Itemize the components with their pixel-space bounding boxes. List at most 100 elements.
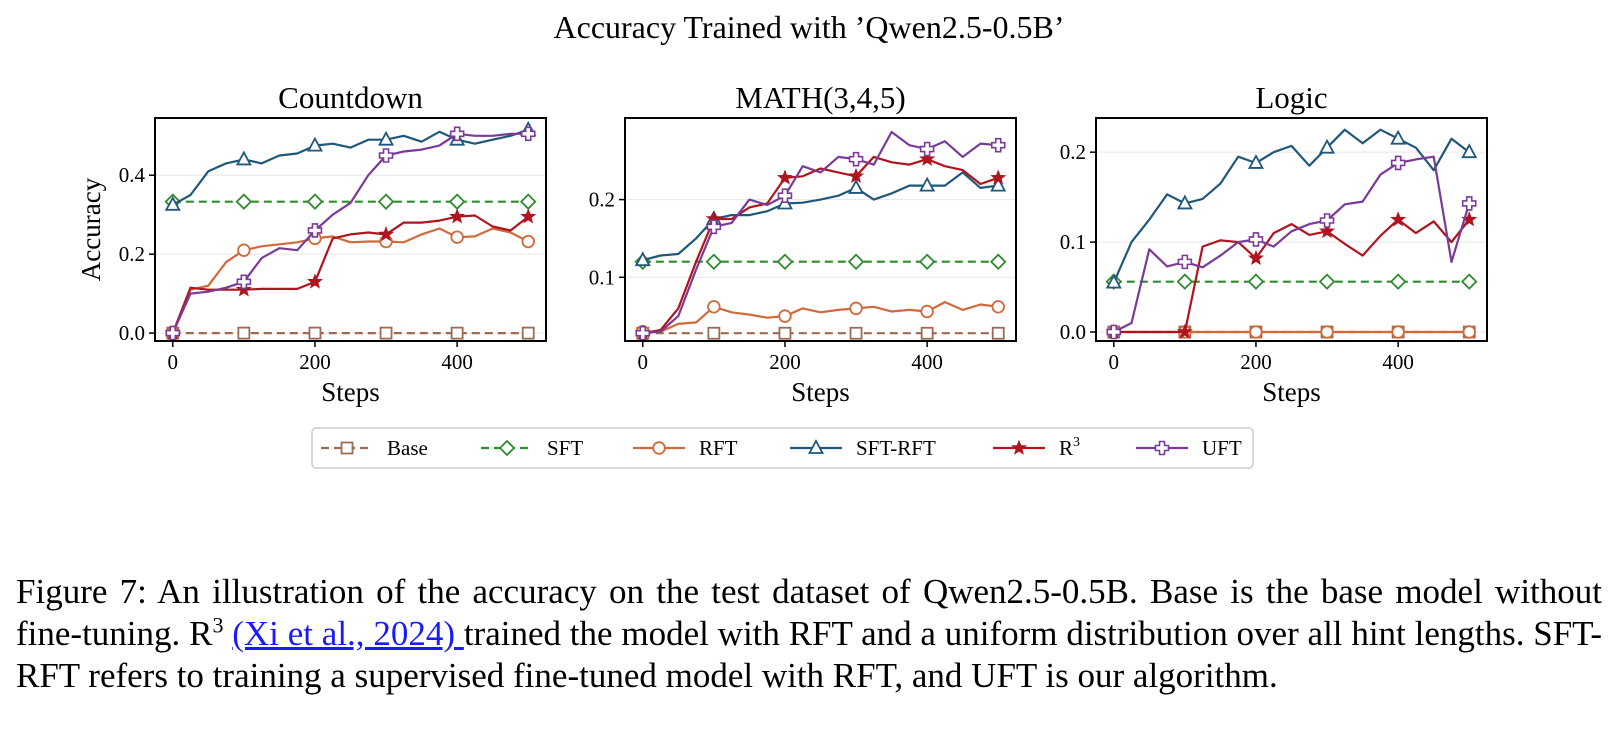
data-point-uft-shape — [777, 188, 793, 203]
data-point-uft-shape — [449, 126, 465, 142]
series-sft — [634, 253, 1007, 271]
x-tick-label: 0 — [168, 350, 179, 374]
x-tick-label: 0 — [1109, 350, 1120, 374]
data-point-uft — [165, 325, 181, 341]
y-tick-label: 0.4 — [119, 163, 146, 187]
legend-label-superscript: 3 — [1073, 435, 1080, 450]
data-point-r3 — [449, 208, 466, 224]
data-point-sft-rft — [634, 251, 651, 267]
data-point-rft — [707, 300, 721, 314]
series-line-r3 — [642, 155, 999, 335]
legend-label: SFT-RFT — [856, 436, 936, 460]
series-line-uft — [1113, 155, 1471, 333]
data-point-uft — [635, 325, 651, 341]
data-point-uft-shape — [848, 151, 864, 167]
legend-marker-shape — [1154, 440, 1170, 456]
data-point-sft — [918, 253, 936, 271]
figure-caption: Figure 7: An illustration of the accurac… — [16, 571, 1602, 697]
data-point-sft — [519, 193, 537, 210]
data-point-uft — [307, 223, 323, 238]
data-point-sft — [776, 253, 794, 271]
data-point-rft — [778, 309, 792, 323]
data-point-sft-rft — [378, 130, 395, 146]
citation-link[interactable]: (Xi et al., 2024) — [232, 614, 464, 653]
series-rft — [166, 227, 535, 340]
panel-title: Logic — [1255, 80, 1327, 115]
data-point-uft-shape — [706, 219, 722, 235]
data-point-uft-shape — [520, 126, 536, 142]
data-point-sft — [705, 253, 723, 271]
series-r3 — [164, 208, 537, 340]
data-point-uft-shape — [307, 223, 323, 238]
data-point-sft-rft — [164, 195, 181, 211]
x-tick-label: 200 — [1240, 350, 1272, 374]
data-point-uft-shape — [1461, 196, 1477, 211]
x-tick-label: 0 — [638, 350, 649, 374]
data-point-uft-shape — [1319, 213, 1335, 228]
data-point-rft — [237, 243, 251, 257]
data-point-rft — [450, 230, 464, 244]
data-point-sft — [448, 193, 466, 210]
figure: Accuracy Trained with ’Qwen2.5-0.5B’ 0 20… — [76, 9, 1488, 469]
data-point-sft-rft — [848, 179, 865, 194]
legend-item-sft: SFT — [481, 436, 583, 460]
data-point-sft — [1460, 273, 1478, 290]
data-point-uft — [990, 137, 1006, 153]
y-tick-label: 0.2 — [119, 242, 145, 266]
legend-item-rft: RFT — [633, 436, 738, 460]
legend-item-uft: UFT — [1136, 436, 1242, 460]
data-point-sft-rft — [1390, 129, 1407, 145]
data-point-rft — [1249, 325, 1263, 339]
series-rft — [636, 300, 1005, 339]
data-point-uft — [236, 274, 252, 290]
panel-logic: 0 200 400 0.0 0.1 0.2 Logic Steps — [1060, 80, 1488, 407]
data-point-sft-rft — [1319, 138, 1336, 154]
series-line-sft-rft — [1112, 128, 1470, 284]
data-point-uft-shape — [635, 325, 651, 341]
legend-label: UFT — [1202, 436, 1242, 460]
y-tick-label: 0.0 — [119, 321, 145, 345]
legend-label: RFT — [699, 436, 738, 460]
panel-math-3-4-5: 0 200 400 0.1 0.2 MATH(3,4,5) Steps — [589, 80, 1017, 407]
data-point-sft — [847, 253, 865, 271]
data-point-r3 — [990, 169, 1007, 185]
data-point-uft — [1248, 232, 1264, 247]
series-base — [636, 326, 1005, 340]
legend-label: Base — [387, 436, 428, 460]
x-tick-label: 400 — [911, 350, 943, 374]
caption-rest: trained the model with RFT and a uniform… — [16, 614, 1603, 695]
data-point-base — [379, 326, 393, 340]
data-point-uft-shape — [1390, 155, 1406, 171]
data-point-r3 — [919, 150, 936, 166]
series-line-sft-rft — [642, 171, 999, 262]
series-uft — [635, 130, 1006, 341]
data-point-sft-rft — [919, 176, 936, 192]
series-line-uft — [171, 132, 529, 334]
data-point-uft — [848, 151, 864, 167]
data-point-uft — [449, 126, 465, 142]
series-line-uft — [642, 130, 999, 335]
legend-item-sft-rft: SFT-RFT — [790, 436, 936, 460]
data-point-uft-shape — [165, 325, 181, 341]
data-point-rft — [1320, 325, 1334, 339]
y-tick-label: 0.0 — [1060, 320, 1086, 344]
data-point-sft — [306, 193, 324, 210]
data-point-r3 — [1247, 249, 1264, 266]
data-point-r3 — [378, 225, 395, 242]
data-point-base — [237, 326, 251, 340]
plot-frame — [154, 117, 547, 342]
data-point-sft — [989, 253, 1007, 271]
series-sft-rft — [634, 171, 1007, 267]
panel-title: Countdown — [278, 80, 423, 115]
panel-title: MATH(3,4,5) — [735, 80, 906, 115]
x-tick-label: 200 — [299, 350, 331, 374]
data-point-sft — [1176, 273, 1194, 290]
panel-countdown: 0 200 400 0.0 0.2 0.4 Countdown Steps Accuracy — [76, 80, 547, 407]
plot-frame — [1095, 117, 1488, 342]
x-tick-label: 400 — [1382, 350, 1414, 374]
data-point-rft — [521, 234, 535, 249]
data-point-base — [521, 326, 535, 340]
data-point-uft — [1390, 155, 1406, 171]
legend: Base SFT RFT SFT-RFT R3 UFT — [311, 427, 1254, 469]
y-tick-label: 0.2 — [589, 188, 615, 212]
